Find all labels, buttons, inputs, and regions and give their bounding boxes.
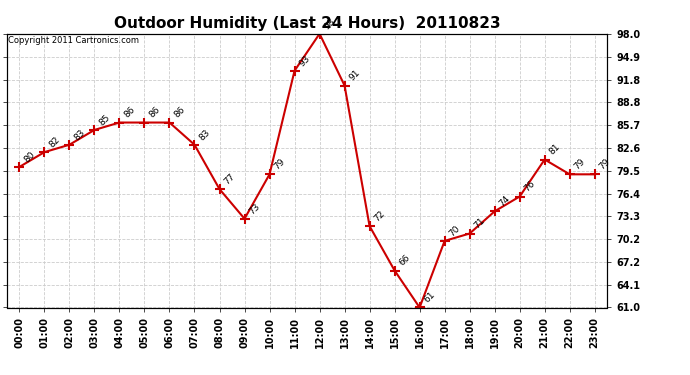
Text: Copyright 2011 Cartronics.com: Copyright 2011 Cartronics.com <box>8 36 139 45</box>
Text: 76: 76 <box>522 179 537 194</box>
Title: Outdoor Humidity (Last 24 Hours)  20110823: Outdoor Humidity (Last 24 Hours) 2011082… <box>114 16 500 31</box>
Text: 79: 79 <box>598 157 612 171</box>
Text: 91: 91 <box>347 68 362 83</box>
Text: 77: 77 <box>222 172 237 186</box>
Text: 70: 70 <box>447 224 462 238</box>
Text: 83: 83 <box>72 128 87 142</box>
Text: 81: 81 <box>547 142 562 157</box>
Text: 85: 85 <box>97 112 112 127</box>
Text: 79: 79 <box>273 157 287 171</box>
Text: 74: 74 <box>497 194 512 208</box>
Text: 72: 72 <box>373 209 387 224</box>
Text: 86: 86 <box>147 105 161 120</box>
Text: 86: 86 <box>172 105 187 120</box>
Text: 86: 86 <box>122 105 137 120</box>
Text: 73: 73 <box>247 201 262 216</box>
Text: 83: 83 <box>197 128 212 142</box>
Text: 71: 71 <box>473 216 487 231</box>
Text: 66: 66 <box>397 253 412 268</box>
Text: 80: 80 <box>22 150 37 164</box>
Text: 61: 61 <box>422 290 437 305</box>
Text: 82: 82 <box>47 135 61 149</box>
Text: 93: 93 <box>297 54 312 68</box>
Text: 79: 79 <box>573 157 587 171</box>
Text: 98: 98 <box>322 16 337 31</box>
